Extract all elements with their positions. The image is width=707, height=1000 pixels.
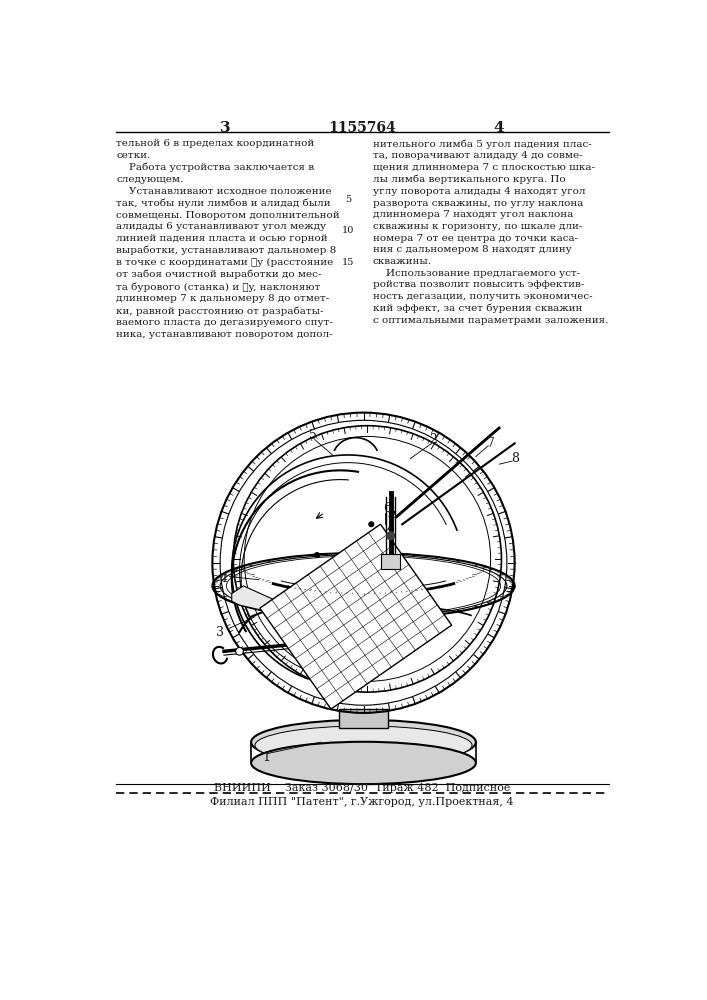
Ellipse shape [251,720,476,764]
Text: Филиал ППП "Патент", г.Ужгород, ул.Проектная, 4: Филиал ППП "Патент", г.Ужгород, ул.Проек… [210,797,514,807]
Text: 5: 5 [309,429,317,442]
Text: 6: 6 [382,502,391,515]
Text: 1155764: 1155764 [328,121,396,135]
Text: 15: 15 [341,258,354,267]
Text: 8: 8 [510,452,519,465]
Text: 1: 1 [262,751,271,764]
Text: нительного лимба 5 угол падения плас-
та, поворачивают алидаду 4 до совме-
щения: нительного лимба 5 угол падения плас- та… [373,139,608,325]
Circle shape [387,532,395,540]
Text: тельной 6 в пределах координатной
сетки.
    Работа устройства заключается в
сле: тельной 6 в пределах координатной сетки.… [116,139,340,339]
FancyBboxPatch shape [339,709,388,728]
Text: 4: 4 [493,121,504,135]
Circle shape [369,522,373,527]
Circle shape [235,647,243,655]
Ellipse shape [255,726,472,764]
Text: 7: 7 [487,437,496,450]
Text: 3: 3 [216,626,224,639]
Polygon shape [260,524,452,709]
Text: 3: 3 [221,121,231,135]
Text: 2: 2 [429,433,437,446]
Text: 5: 5 [345,195,351,204]
Text: ВНИИПИ    Заказ 3068/30  Тираж 482  Подписное: ВНИИПИ Заказ 3068/30 Тираж 482 Подписное [214,783,510,793]
Ellipse shape [251,742,476,784]
Polygon shape [232,586,290,617]
FancyBboxPatch shape [381,554,400,569]
Text: 4: 4 [220,572,228,585]
Text: 10: 10 [341,226,354,235]
Circle shape [315,553,320,557]
